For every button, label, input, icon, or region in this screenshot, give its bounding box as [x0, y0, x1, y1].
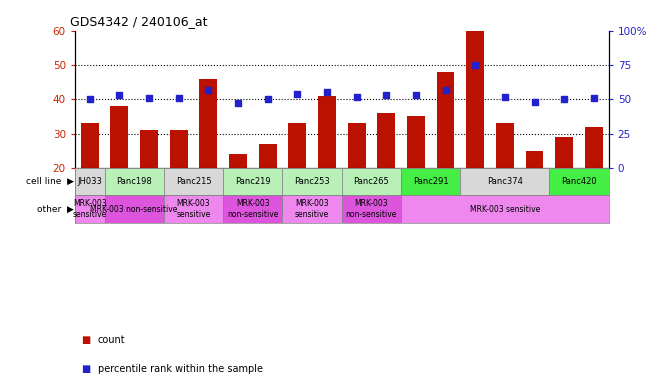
Point [173, 95, 184, 101]
Bar [496, 123, 514, 168]
Bar [318, 96, 336, 168]
Text: MRK-003
sensitive: MRK-003 sensitive [295, 199, 329, 219]
Point [470, 62, 480, 68]
Bar [164, 168, 223, 195]
Point [381, 92, 391, 98]
Bar [105, 195, 164, 223]
Text: Panc253: Panc253 [294, 177, 330, 186]
Bar [342, 168, 401, 195]
Bar [223, 168, 283, 195]
Point [529, 99, 540, 105]
Text: JH033: JH033 [77, 177, 102, 186]
Text: MRK-003
sensitive: MRK-003 sensitive [176, 199, 211, 219]
Point [292, 91, 303, 97]
Bar [401, 168, 460, 195]
Bar [288, 123, 306, 168]
Point [262, 96, 273, 103]
Bar [223, 195, 283, 223]
Bar [525, 151, 544, 168]
Point [144, 95, 154, 101]
Bar [170, 130, 187, 168]
Text: GDS4342 / 240106_at: GDS4342 / 240106_at [70, 15, 207, 28]
Point [322, 89, 332, 96]
Text: other  ▶: other ▶ [37, 205, 74, 214]
Text: ■: ■ [81, 335, 90, 345]
Text: Panc265: Panc265 [353, 177, 389, 186]
Bar [105, 168, 164, 195]
Bar [549, 168, 609, 195]
Bar [75, 168, 105, 195]
Bar [111, 106, 128, 168]
Text: Panc374: Panc374 [487, 177, 523, 186]
Point [233, 100, 243, 106]
Point [352, 93, 362, 99]
Text: ■: ■ [81, 364, 90, 374]
Bar [401, 195, 609, 223]
Point [589, 95, 599, 101]
Point [114, 92, 124, 98]
Bar [437, 72, 454, 168]
Bar [75, 195, 105, 223]
Bar [283, 195, 342, 223]
Text: Panc219: Panc219 [235, 177, 271, 186]
Text: Panc215: Panc215 [176, 177, 212, 186]
Point [203, 87, 214, 93]
Text: Panc420: Panc420 [561, 177, 597, 186]
Text: MRK-003
non-sensitive: MRK-003 non-sensitive [227, 199, 279, 219]
Text: MRK-003
sensitive: MRK-003 sensitive [72, 199, 107, 219]
Bar [164, 195, 223, 223]
Point [559, 96, 570, 103]
Bar [199, 79, 217, 168]
Bar [348, 123, 365, 168]
Text: Panc291: Panc291 [413, 177, 449, 186]
Text: MRK-003 sensitive: MRK-003 sensitive [470, 205, 540, 214]
Text: cell line  ▶: cell line ▶ [26, 177, 74, 186]
Bar [258, 144, 277, 168]
Point [411, 92, 421, 98]
Text: MRK-003
non-sensitive: MRK-003 non-sensitive [346, 199, 397, 219]
Text: percentile rank within the sample: percentile rank within the sample [98, 364, 262, 374]
Bar [342, 195, 401, 223]
Text: count: count [98, 335, 125, 345]
Bar [140, 130, 158, 168]
Bar [81, 123, 98, 168]
Point [85, 96, 95, 103]
Bar [378, 113, 395, 168]
Bar [555, 137, 573, 168]
Bar [283, 168, 342, 195]
Text: MRK-003 non-sensitive: MRK-003 non-sensitive [90, 205, 178, 214]
Point [500, 93, 510, 99]
Point [440, 87, 450, 93]
Bar [229, 154, 247, 168]
Bar [460, 168, 549, 195]
Bar [585, 127, 603, 168]
Bar [407, 116, 425, 168]
Bar [466, 31, 484, 168]
Text: Panc198: Panc198 [117, 177, 152, 186]
